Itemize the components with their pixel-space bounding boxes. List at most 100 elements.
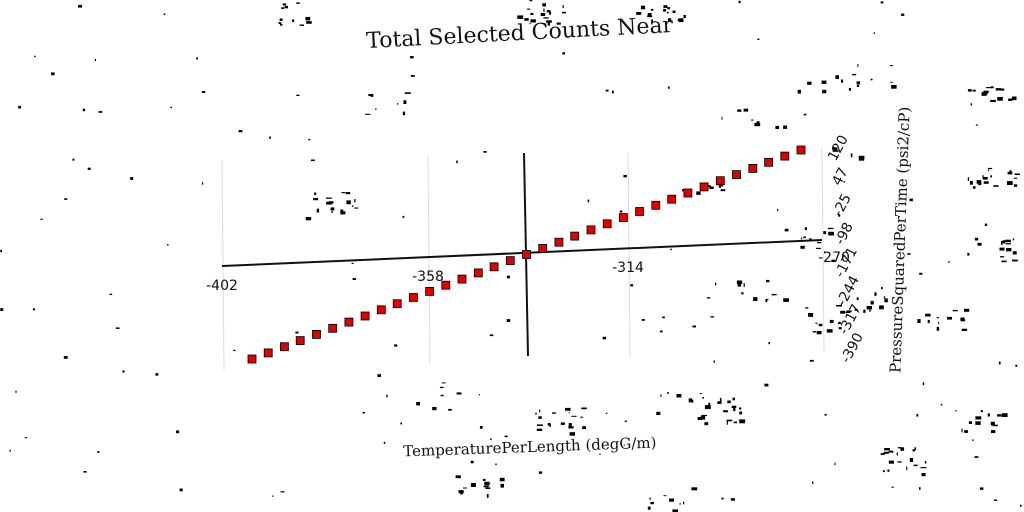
- speckle: [738, 0, 741, 4]
- speckle: [34, 55, 36, 58]
- speckle: [987, 169, 990, 172]
- speckle: [536, 428, 543, 431]
- speckle: [880, 453, 885, 455]
- speckle: [599, 453, 601, 455]
- speckle: [672, 10, 676, 13]
- speckle: [305, 217, 312, 221]
- speckle: [984, 223, 988, 226]
- speckle: [731, 405, 737, 408]
- speckle: [897, 447, 902, 449]
- speckle: [914, 447, 917, 451]
- speckle: [196, 57, 198, 60]
- speckle: [870, 300, 874, 305]
- speckle: [115, 327, 120, 329]
- speckle: [94, 58, 96, 61]
- data-point: [425, 286, 435, 296]
- data-point: [247, 354, 257, 364]
- speckle: [880, 1, 884, 4]
- speckle: [824, 413, 827, 416]
- speckle: [163, 13, 166, 16]
- data-point: [619, 213, 628, 223]
- speckle: [499, 477, 505, 482]
- speckle: [282, 3, 287, 6]
- speckle: [605, 89, 609, 92]
- speckle: [936, 326, 940, 331]
- speckle: [826, 329, 833, 333]
- data-point: [408, 293, 418, 302]
- speckle: [87, 167, 91, 170]
- speckle: [917, 319, 921, 323]
- speckle: [1001, 413, 1008, 417]
- speckle: [683, 501, 685, 505]
- speckle: [866, 306, 872, 310]
- speckle: [807, 81, 812, 85]
- speckle: [530, 19, 536, 23]
- speckle: [808, 313, 814, 317]
- x-axis-line: [221, 239, 823, 267]
- speckle: [999, 247, 1005, 251]
- speckle: [800, 245, 805, 249]
- speckle: [97, 451, 100, 453]
- speckle: [316, 208, 320, 213]
- speckle: [919, 272, 923, 275]
- speckle: [326, 201, 332, 205]
- speckle: [623, 444, 625, 446]
- data-point: [699, 182, 709, 192]
- speckle: [456, 160, 458, 164]
- speckle: [883, 451, 889, 454]
- speckle: [919, 487, 921, 490]
- speckle: [305, 17, 311, 21]
- speckle: [458, 490, 464, 494]
- speckle: [883, 296, 886, 299]
- speckle: [990, 175, 992, 178]
- speckle: [1013, 177, 1018, 179]
- speckle: [448, 408, 452, 411]
- speckle: [846, 310, 852, 313]
- speckle: [715, 282, 717, 286]
- speckle: [765, 298, 769, 301]
- speckle: [490, 438, 492, 440]
- speckle: [765, 299, 768, 303]
- speckle: [739, 411, 743, 415]
- speckle: [721, 497, 724, 500]
- speckle: [838, 327, 842, 330]
- speckle: [670, 248, 672, 251]
- speckle: [24, 437, 28, 439]
- speckle: [986, 87, 992, 89]
- speckle: [784, 228, 789, 232]
- speckle: [546, 10, 551, 13]
- grid-lines: [221, 147, 825, 371]
- speckle: [805, 307, 809, 309]
- speckle: [377, 374, 381, 377]
- speckle: [278, 22, 282, 25]
- speckle: [460, 492, 463, 495]
- speckle: [688, 398, 692, 403]
- speckle: [296, 2, 300, 4]
- speckle: [530, 13, 534, 15]
- speckle: [969, 180, 973, 185]
- speckle: [854, 309, 858, 311]
- speckle: [272, 495, 274, 497]
- speckle: [990, 421, 995, 426]
- speckle: [947, 316, 952, 320]
- speckle: [308, 138, 311, 141]
- speckle: [568, 412, 570, 414]
- speckle: [797, 89, 801, 94]
- speckle: [394, 344, 398, 347]
- speckle: [922, 382, 925, 386]
- speckle: [727, 400, 731, 404]
- speckle: [856, 84, 860, 87]
- speckle: [916, 414, 919, 417]
- speckle: [719, 397, 722, 402]
- speckle: [403, 100, 407, 104]
- speckle: [202, 182, 204, 185]
- speckle: [666, 11, 669, 14]
- speckle: [856, 81, 860, 85]
- speckle: [640, 5, 646, 10]
- speckle: [993, 499, 998, 501]
- speckle: [913, 464, 918, 467]
- speckle: [547, 423, 551, 426]
- speckle: [754, 122, 761, 127]
- y-tick-label: 120: [825, 133, 852, 164]
- speckle: [569, 432, 575, 436]
